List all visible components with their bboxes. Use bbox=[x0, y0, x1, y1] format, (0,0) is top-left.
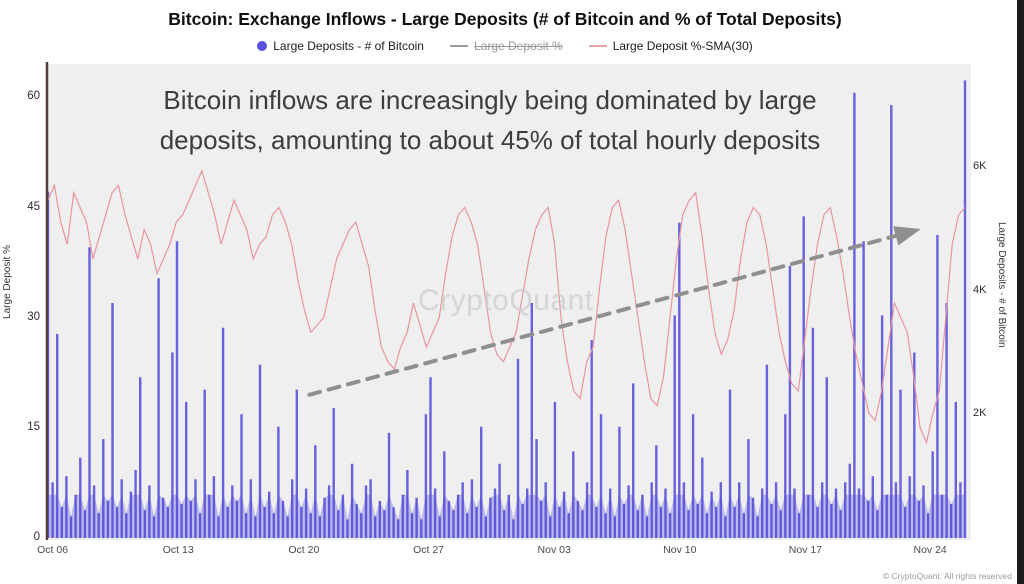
legend-label: Large Deposits - # of Bitcoin bbox=[273, 39, 424, 53]
chart-title: Bitcoin: Exchange Inflows - Large Deposi… bbox=[168, 9, 842, 29]
right-axis-title: Large Deposits - # of Bitcoin bbox=[996, 222, 1007, 348]
annotation-text: Bitcoin inflows are increasingly being d… bbox=[70, 80, 910, 160]
legend-line-icon bbox=[449, 45, 468, 47]
left-axis-title: Large Deposit % bbox=[2, 245, 13, 319]
legend-line-icon bbox=[588, 45, 607, 47]
screen-edge-strip bbox=[1017, 0, 1024, 584]
cryptoquant-watermark: CryptoQuant bbox=[418, 284, 594, 317]
legend-label: Large Deposit %-SMA(30) bbox=[612, 39, 753, 53]
legend-dot-icon bbox=[257, 41, 268, 51]
annotation-line-2: deposits, amounting to about 45% of tota… bbox=[159, 125, 821, 155]
legend-item-large-deposit-sma[interactable]: Large Deposit %-SMA(30) bbox=[588, 39, 753, 53]
legend-item-large-deposits-btc[interactable]: Large Deposits - # of Bitcoin bbox=[257, 39, 424, 53]
legend-item-large-deposit-pct[interactable]: Large Deposit % bbox=[449, 39, 563, 53]
chart-header: Bitcoin: Exchange Inflows - Large Deposi… bbox=[0, 0, 1010, 53]
annotation-line-1: Bitcoin inflows are increasingly being d… bbox=[163, 85, 817, 115]
legend-label: Large Deposit % bbox=[473, 39, 563, 53]
chart-legend: Large Deposits - # of Bitcoin Large Depo… bbox=[0, 39, 1010, 53]
copyright-text: © CryptoQuant. All rights reserved bbox=[882, 571, 1012, 581]
